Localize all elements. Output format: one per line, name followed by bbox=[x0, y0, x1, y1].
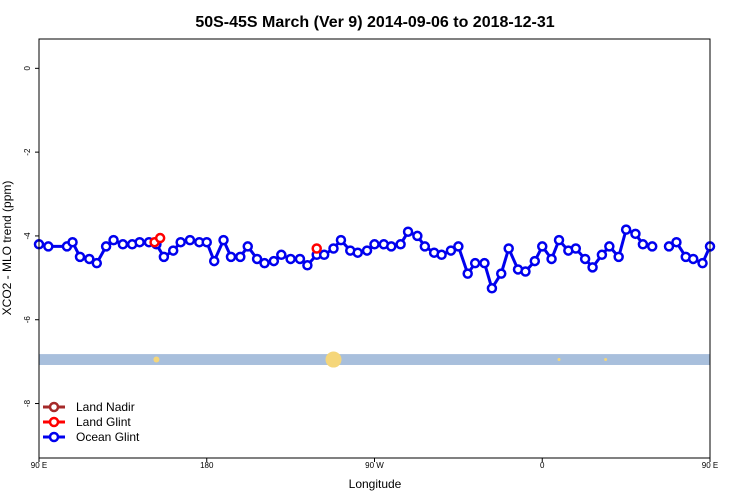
ocean-glint-point-59 bbox=[537, 241, 548, 252]
ocean-glint-point-1 bbox=[43, 241, 54, 252]
land-glint-point-1 bbox=[154, 232, 166, 244]
ocean-glint-point-45 bbox=[419, 241, 431, 252]
ocean-glint-point-67 bbox=[604, 241, 615, 252]
ocean-glint-point-61 bbox=[553, 234, 565, 246]
band-marker-2 bbox=[557, 358, 561, 362]
ocean-glint-point-39 bbox=[369, 239, 380, 250]
ocean-glint-point-53 bbox=[486, 283, 498, 294]
ocean-glint-point-4 bbox=[74, 251, 86, 263]
ocean-glint-point-24 bbox=[242, 241, 254, 252]
ocean-glint-point-7 bbox=[100, 241, 112, 252]
ocean-glint-point-71 bbox=[637, 239, 649, 250]
ocean-glint-point-43 bbox=[402, 226, 414, 237]
ocean-glint-point-5 bbox=[84, 253, 95, 265]
ocean-glint-point-41 bbox=[386, 241, 397, 252]
band-rect bbox=[39, 354, 710, 365]
ocean-glint-point-69 bbox=[620, 224, 632, 235]
ocean-glint-point-48 bbox=[445, 245, 457, 256]
legend-label-ocean-glint: Ocean Glint bbox=[76, 430, 140, 444]
ocean-glint-point-6 bbox=[91, 257, 103, 269]
y-tick-label-1: -2 bbox=[23, 148, 32, 156]
x-tick-label-4: 90 E bbox=[702, 461, 718, 470]
ocean-glint-point-29 bbox=[285, 253, 296, 265]
land-glint-point-2 bbox=[311, 243, 322, 254]
ocean-glint-point-55 bbox=[503, 243, 514, 254]
ocean-glint-point-63 bbox=[570, 243, 582, 254]
y-tick-label-3: -6 bbox=[23, 316, 32, 324]
ocean-glint-point-51 bbox=[469, 257, 481, 269]
band-marker-3 bbox=[604, 358, 608, 362]
ocean-glint-point-28 bbox=[276, 249, 287, 261]
ocean-glint-point-38 bbox=[361, 245, 373, 256]
y-tick-label-0: 0 bbox=[23, 66, 32, 71]
band-marker-1 bbox=[325, 351, 342, 368]
ocean-glint-point-27 bbox=[268, 255, 280, 267]
x-tick-label-0: 90 E bbox=[31, 461, 47, 470]
legend-label-land-nadir: Land Nadir bbox=[76, 400, 135, 414]
ocean-glint-point-44 bbox=[412, 230, 423, 242]
ocean-glint-point-74 bbox=[671, 236, 682, 248]
ocean-glint-point-25 bbox=[251, 253, 263, 265]
series-points bbox=[33, 224, 716, 294]
ocean-glint-point-19 bbox=[201, 236, 212, 248]
ocean-glint-point-8 bbox=[108, 234, 119, 246]
ocean-glint-point-30 bbox=[294, 253, 306, 265]
x-tick-label-2: 90 W bbox=[365, 461, 384, 470]
ocean-glint-point-21 bbox=[218, 234, 229, 246]
ocean-glint-point-52 bbox=[479, 257, 490, 269]
x-tick-label-3: 0 bbox=[540, 461, 545, 470]
legend-marker-land-nadir bbox=[48, 401, 60, 413]
ocean-glint-point-33 bbox=[318, 249, 330, 261]
ocean-glint-point-31 bbox=[302, 260, 313, 271]
legend-label-land-glint: Land Glint bbox=[76, 415, 131, 429]
ocean-glint-point-73 bbox=[663, 241, 675, 252]
band-marker-0 bbox=[153, 356, 160, 363]
ocean-glint-point-65 bbox=[587, 262, 598, 273]
ocean-glint-point-17 bbox=[184, 234, 196, 246]
legend-marker-land-glint bbox=[48, 416, 60, 428]
ocean-glint-point-70 bbox=[630, 228, 641, 240]
ocean-glint-point-22 bbox=[225, 251, 237, 263]
ocean-glint-point-49 bbox=[453, 241, 464, 252]
ocean-glint-point-37 bbox=[352, 247, 363, 258]
ocean-glint-point-34 bbox=[328, 243, 339, 254]
ocean-glint-point-11 bbox=[134, 236, 145, 248]
ocean-glint-point-66 bbox=[596, 249, 608, 261]
x-axis-label: Longitude bbox=[349, 477, 402, 491]
ocean-glint-point-64 bbox=[579, 253, 591, 265]
ocean-glint-point-20 bbox=[208, 255, 220, 267]
ocean-glint-point-35 bbox=[335, 234, 347, 246]
ocean-glint-point-68 bbox=[613, 251, 624, 263]
glint-band bbox=[39, 351, 710, 368]
ocean-glint-point-42 bbox=[395, 239, 406, 250]
ocean-glint-point-77 bbox=[697, 257, 708, 269]
ocean-glint-point-72 bbox=[646, 241, 658, 252]
y-axis-label: XCO2 - MLO trend (ppm) bbox=[0, 181, 14, 316]
ocean-glint-point-14 bbox=[158, 251, 170, 263]
ocean-glint-point-9 bbox=[117, 239, 129, 250]
x-tick-label-1: 180 bbox=[200, 461, 214, 470]
ocean-glint-point-60 bbox=[546, 253, 557, 265]
ocean-glint-point-3 bbox=[67, 236, 78, 248]
ocean-glint-point-76 bbox=[687, 253, 699, 265]
ocean-glint-point-58 bbox=[529, 255, 541, 267]
y-tick-label-2: -4 bbox=[23, 232, 32, 240]
ocean-glint-point-47 bbox=[436, 249, 447, 261]
ocean-glint-point-23 bbox=[235, 251, 246, 263]
y-tick-label-4: -8 bbox=[23, 399, 32, 407]
ocean-glint-point-26 bbox=[259, 257, 270, 269]
ocean-glint-point-54 bbox=[495, 268, 507, 279]
y-axis: 0 -2 -4 -6 -8 bbox=[23, 66, 39, 407]
ocean-glint-point-15 bbox=[167, 245, 179, 256]
ocean-glint-point-50 bbox=[462, 268, 473, 279]
x-axis: 90 E 180 90 W 0 90 E bbox=[31, 458, 718, 470]
ocean-glint-point-57 bbox=[520, 266, 531, 277]
legend-marker-ocean-glint bbox=[48, 431, 60, 443]
ocean-glint-point-16 bbox=[175, 236, 186, 248]
chart-title: 50S-45S March (Ver 9) 2014-09-06 to 2018… bbox=[195, 14, 554, 31]
